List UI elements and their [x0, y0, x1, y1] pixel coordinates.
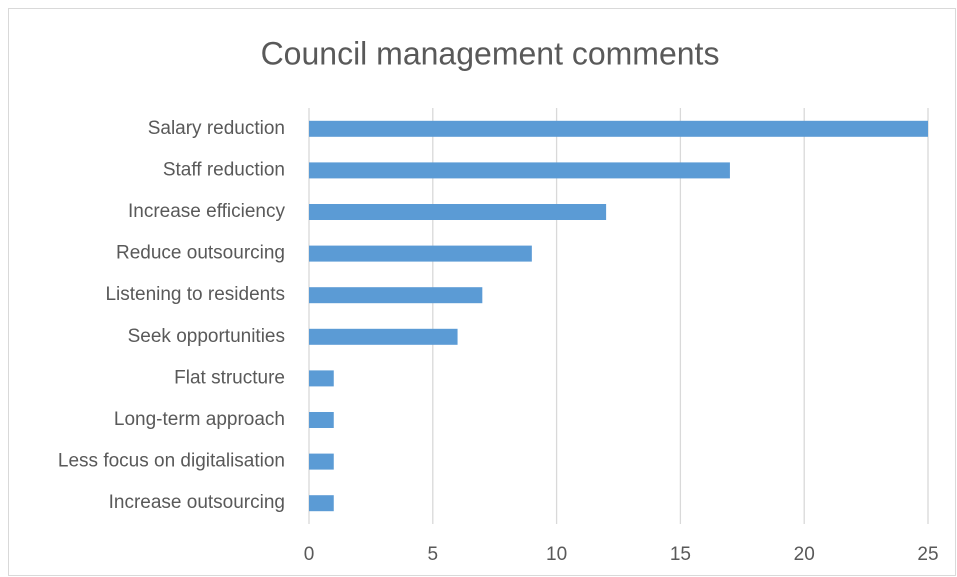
bar: [309, 204, 607, 220]
bar: [309, 370, 334, 387]
bar: [309, 162, 730, 179]
y-tick-label: Listening to residents: [105, 284, 285, 305]
y-tick-label: Staff reduction: [163, 159, 285, 180]
chart-title: Council management comments: [261, 35, 720, 71]
bar: [309, 412, 334, 428]
bar: [309, 453, 334, 470]
bar: [309, 245, 532, 262]
bar: [309, 120, 928, 137]
y-tick-label: Less focus on digitalisation: [58, 451, 285, 472]
x-tick-label: 0: [304, 544, 315, 565]
y-tick-label: Flat structure: [174, 367, 285, 388]
y-tick-label: Seek opportunities: [128, 326, 285, 347]
x-tick-label: 15: [670, 544, 691, 565]
bar: [309, 495, 334, 512]
x-tick-label: 5: [428, 544, 439, 565]
y-tick-label: Increase outsourcing: [109, 492, 285, 513]
y-tick-label: Increase efficiency: [128, 201, 286, 222]
y-tick-label: Long-term approach: [114, 409, 285, 430]
x-tick-label: 10: [546, 544, 567, 565]
bar: [309, 287, 483, 304]
y-tick-label: Salary reduction: [148, 118, 285, 139]
x-tick-label: 20: [794, 544, 815, 565]
x-tick-label: 25: [917, 544, 938, 565]
y-tick-label: Reduce outsourcing: [116, 243, 285, 264]
bar: [309, 328, 458, 345]
